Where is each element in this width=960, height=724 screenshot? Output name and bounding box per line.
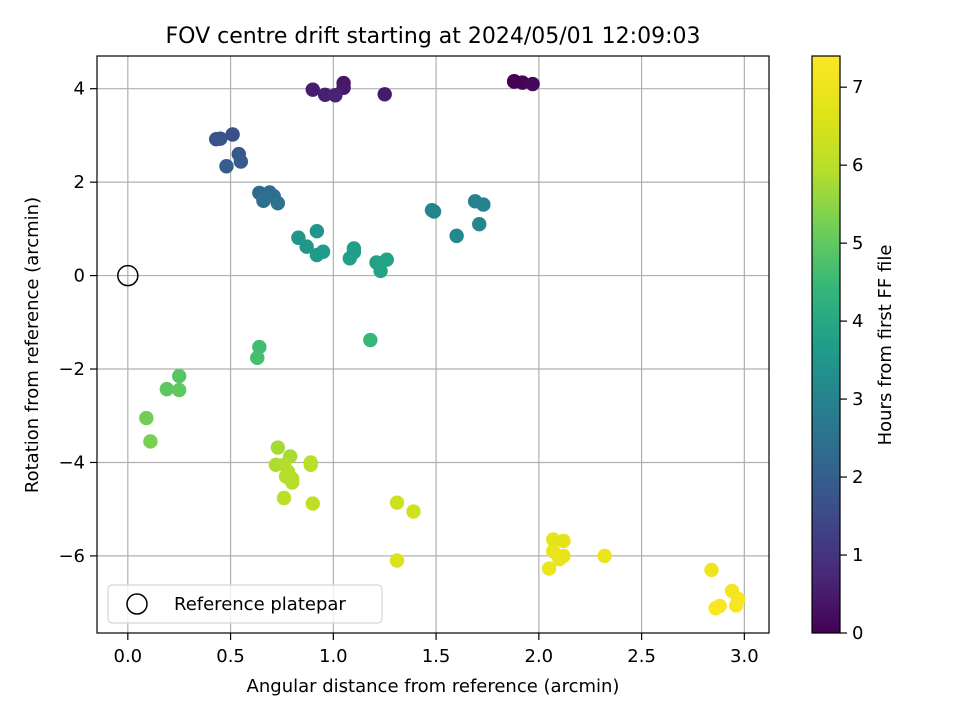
x-tick-label: 1.5 xyxy=(422,646,451,667)
data-point xyxy=(449,228,464,244)
data-point xyxy=(541,561,557,576)
data-point xyxy=(317,87,333,102)
legend-marker-reference xyxy=(126,593,148,615)
colorbar-ticks: 0 1 2 3 4 5 6 7 xyxy=(840,77,863,644)
data-point xyxy=(389,495,405,510)
data-point xyxy=(406,504,421,519)
colorbar-tick-label: 6 xyxy=(852,155,863,176)
data-point xyxy=(328,88,343,103)
y-tick-label: −2 xyxy=(58,359,85,380)
data-point xyxy=(728,598,744,613)
reference-platepar-marker xyxy=(117,264,139,287)
data-point xyxy=(305,82,320,97)
data-point xyxy=(139,410,154,426)
data-point xyxy=(250,350,265,366)
data-point xyxy=(556,533,571,549)
data-point xyxy=(276,490,292,506)
y-tick-label: 2 xyxy=(74,172,85,193)
y-tick-label: −6 xyxy=(58,546,85,567)
y-axis-label: Rotation from reference (arcmin) xyxy=(22,197,43,493)
data-point xyxy=(159,381,175,397)
plot-frame xyxy=(96,55,770,634)
x-tick-label: 3.0 xyxy=(730,646,759,667)
data-point xyxy=(552,551,567,567)
data-point xyxy=(597,548,612,564)
x-tick-label: 0.5 xyxy=(216,646,245,667)
data-point xyxy=(506,74,522,89)
data-points xyxy=(139,74,746,616)
colorbar-tick-label: 0 xyxy=(852,623,863,644)
data-point xyxy=(373,263,388,279)
x-tick-label: 0.0 xyxy=(114,646,143,667)
legend: Reference platepar xyxy=(107,584,383,624)
data-point xyxy=(379,252,394,267)
y-tick-label: 4 xyxy=(74,79,85,100)
x-axis-ticks: 0.0 0.5 1.0 1.5 2.0 2.5 3.0 xyxy=(114,633,759,667)
x-axis-label: Angular distance from reference (arcmin) xyxy=(247,676,620,697)
x-tick-label: 1.0 xyxy=(319,646,348,667)
colorbar-gradient xyxy=(812,56,840,633)
data-point xyxy=(309,247,325,263)
colorbar-tick-label: 2 xyxy=(852,467,863,488)
colorbar: 0 1 2 3 4 5 6 7 Hours from first FF file xyxy=(811,55,896,644)
colorbar-tick-label: 5 xyxy=(852,233,863,254)
colorbar-tick-label: 3 xyxy=(852,389,863,410)
chart-title: FOV centre drift starting at 2024/05/01 … xyxy=(166,24,701,49)
data-point xyxy=(363,332,378,348)
data-point xyxy=(708,601,723,616)
data-point xyxy=(219,159,234,174)
data-point xyxy=(309,224,325,239)
colorbar-frame xyxy=(811,55,841,634)
y-tick-label: −4 xyxy=(58,452,85,473)
plot-area xyxy=(97,56,769,633)
y-tick-label: 0 xyxy=(74,266,85,287)
data-point xyxy=(389,553,405,568)
x-tick-label: 2.0 xyxy=(525,646,554,667)
colorbar-tick-label: 7 xyxy=(852,77,863,98)
data-point xyxy=(233,154,249,169)
colorbar-tick-label: 1 xyxy=(852,545,863,566)
colorbar-label: Hours from first FF file xyxy=(875,245,896,446)
data-point xyxy=(472,216,487,232)
legend-box xyxy=(107,584,383,624)
data-point xyxy=(342,251,357,266)
y-axis-ticks: 4 2 0 −2 −4 −6 xyxy=(58,79,97,567)
data-point xyxy=(256,193,271,209)
colorbar-tick-label: 4 xyxy=(852,311,863,332)
data-point xyxy=(305,496,320,511)
legend-entry-reference: Reference platepar xyxy=(174,594,346,615)
data-point xyxy=(213,131,228,146)
data-point xyxy=(225,127,240,142)
data-point xyxy=(299,239,314,254)
data-point xyxy=(476,197,491,212)
data-point xyxy=(285,475,300,490)
data-point xyxy=(525,76,540,92)
data-point xyxy=(377,87,392,102)
data-point xyxy=(704,562,719,578)
data-point xyxy=(303,457,318,473)
data-point xyxy=(426,204,442,219)
grid-lines xyxy=(97,56,769,633)
data-point xyxy=(172,368,187,384)
data-point xyxy=(270,440,286,455)
data-point xyxy=(270,195,286,211)
data-point xyxy=(172,382,187,398)
data-point xyxy=(252,339,267,355)
data-point xyxy=(143,434,158,449)
x-tick-label: 2.5 xyxy=(627,646,656,667)
